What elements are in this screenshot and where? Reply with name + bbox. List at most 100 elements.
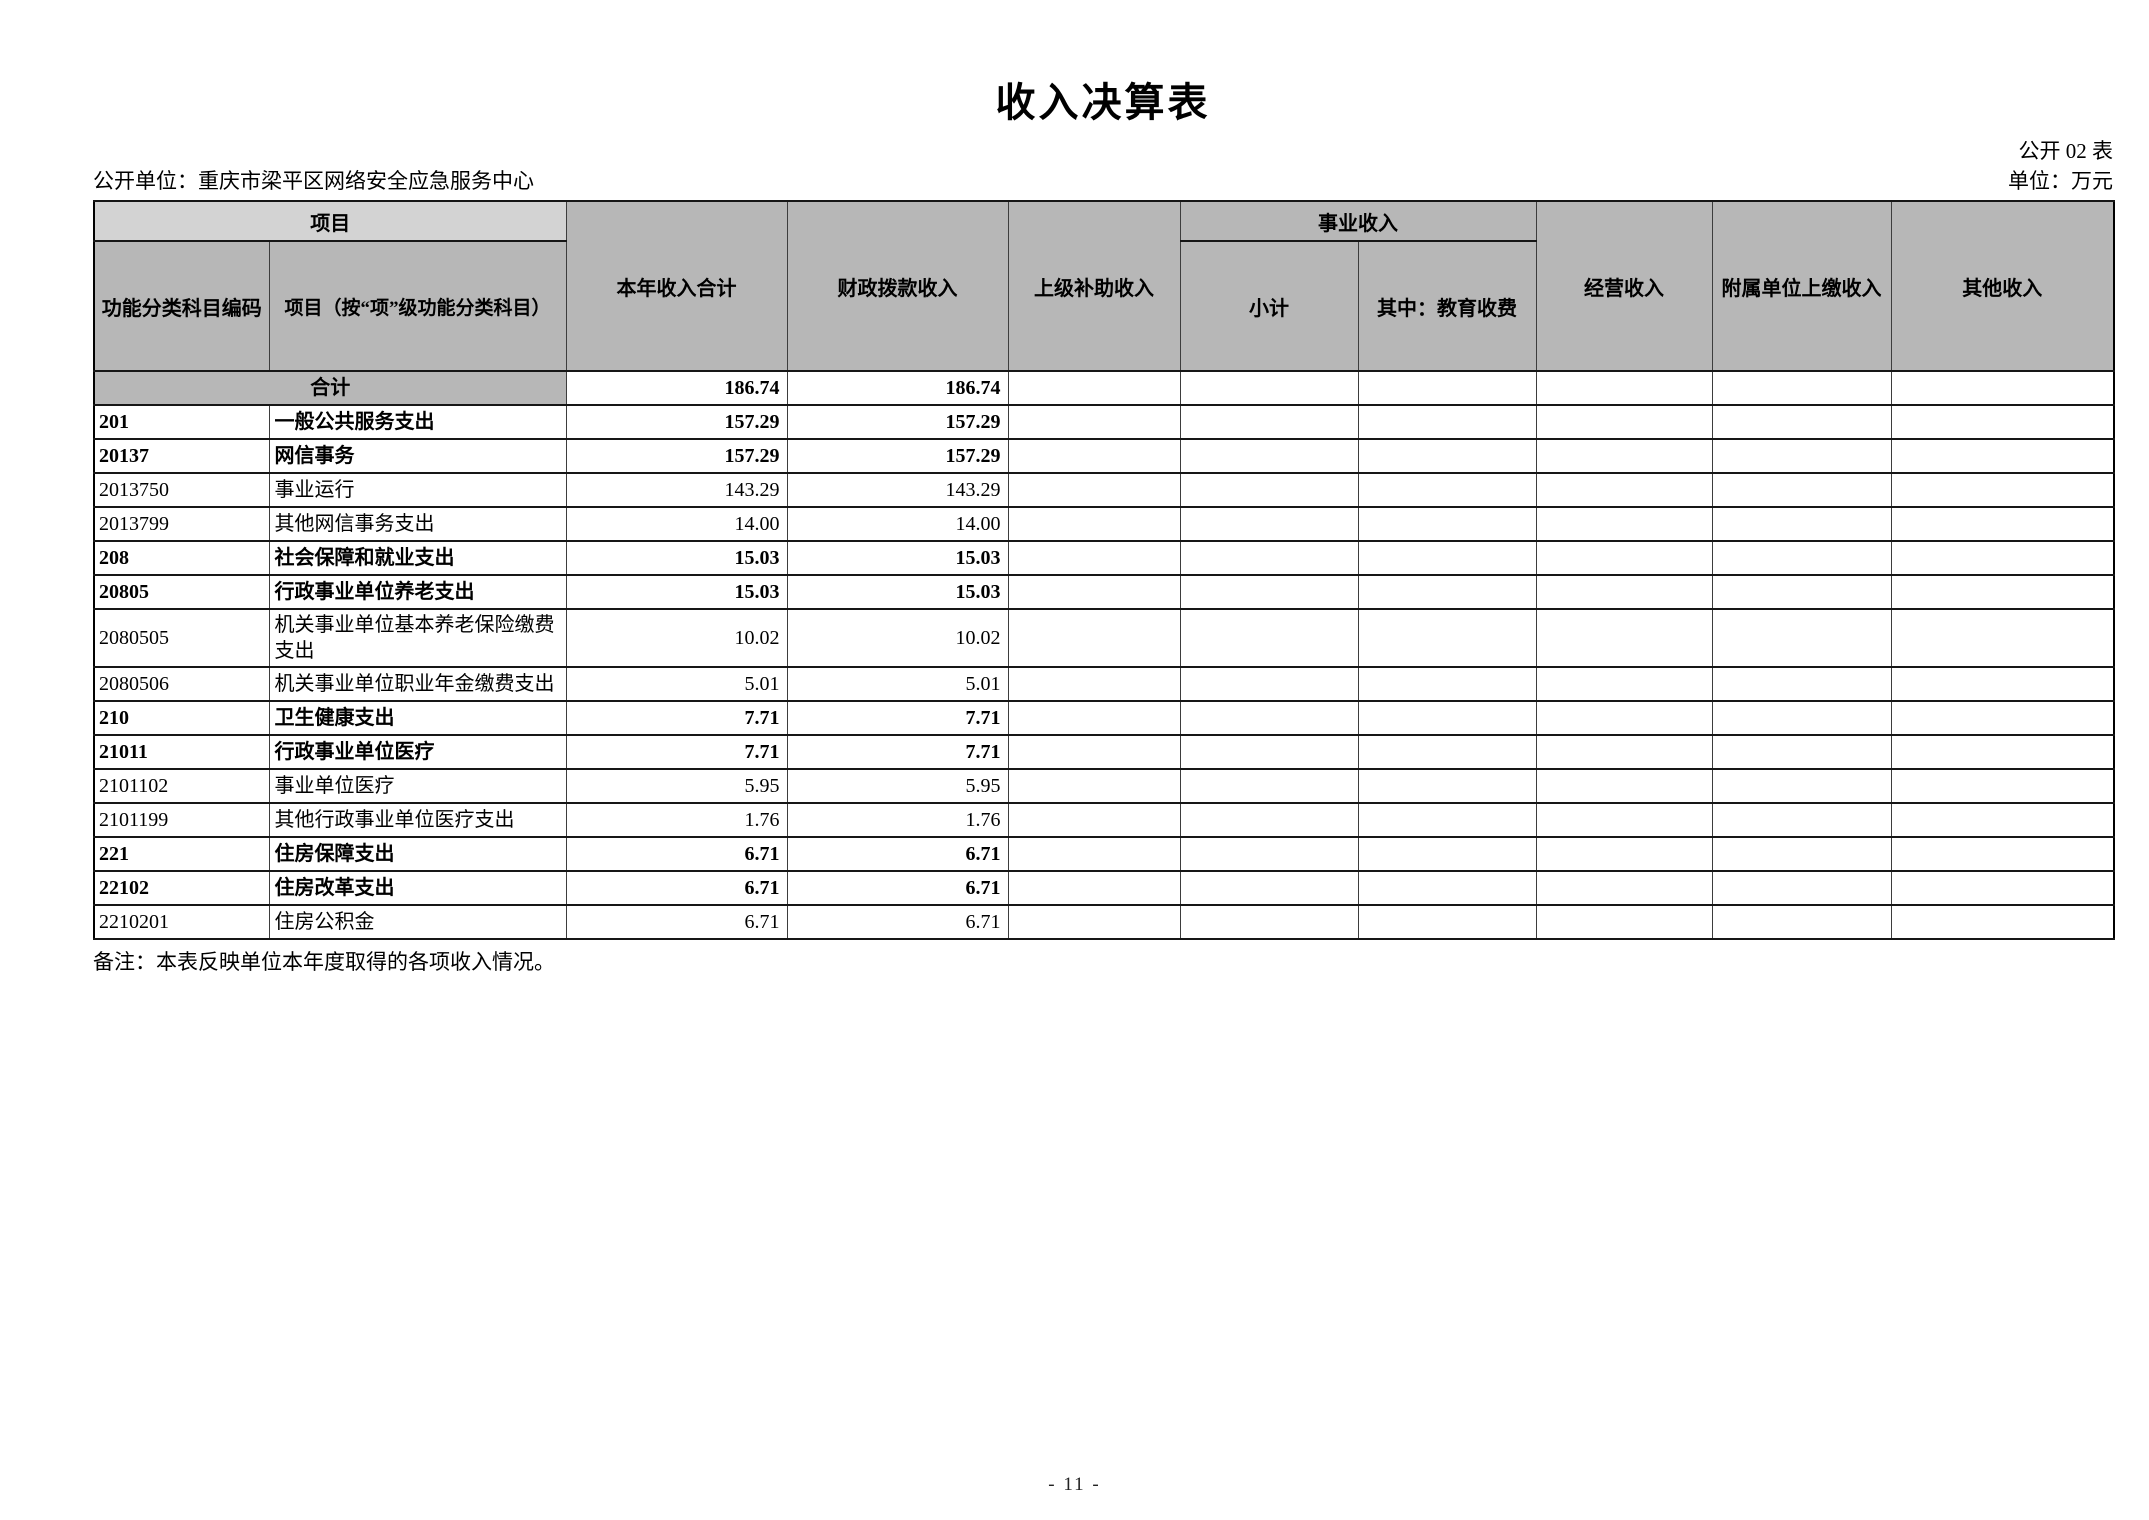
cell-value: 5.01 [565,666,788,702]
cell-value [1890,836,2115,872]
table-row: 21011 行政事业单位医疗 7.71 7.71 [93,734,2115,770]
table-header: 项目 本年收入合计 财政拨款收入 上级补助收入 事业收入 经营收入 附属单位上缴… [93,200,2115,372]
cell-value [1711,472,1892,508]
cell-value [1179,700,1359,736]
page-title: 收入决算表 [995,80,1211,125]
table-row: 2080506 机关事业单位职业年金缴费支出 5.01 5.01 [93,666,2115,702]
cell-value: 5.01 [786,666,1009,702]
header-total-income: 本年收入合计 [565,200,788,372]
cell-value: 10.02 [786,608,1009,668]
table-row: 2013750 事业运行 143.29 143.29 [93,472,2115,508]
cell-value [1357,666,1537,702]
cell-function-code: 2013799 [93,506,270,542]
cell-value [1535,574,1713,610]
cell-value [1535,768,1713,804]
cell-value [1007,608,1181,668]
cell-value: 15.03 [786,540,1009,576]
total-row-value [1357,370,1537,406]
cell-value [1890,540,2115,576]
cell-value: 1.76 [786,802,1009,838]
table-row: 210 卫生健康支出 7.71 7.71 [93,700,2115,736]
cell-value: 15.03 [565,574,788,610]
cell-value [1179,574,1359,610]
table-row: 2080505 机关事业单位基本养老保险缴费支出 10.02 10.02 [93,608,2115,668]
cell-value [1711,666,1892,702]
table-row: 221 住房保障支出 6.71 6.71 [93,836,2115,872]
cell-value [1711,540,1892,576]
cell-value [1711,802,1892,838]
cell-value [1890,870,2115,906]
income-final-accounts-table: 项目 本年收入合计 财政拨款收入 上级补助收入 事业收入 经营收入 附属单位上缴… [93,200,2115,940]
cell-value [1711,506,1892,542]
cell-value: 1.76 [565,802,788,838]
cell-project-name: 住房改革支出 [268,870,567,906]
cell-value [1357,438,1537,474]
cell-value [1179,472,1359,508]
cell-value [1179,438,1359,474]
total-row-value [1711,370,1892,406]
cell-value [1711,836,1892,872]
cell-value [1007,700,1181,736]
table-row: 2101199 其他行政事业单位医疗支出 1.76 1.76 [93,802,2115,838]
cell-value [1711,768,1892,804]
cell-value [1357,540,1537,576]
unit-label: 单位：万元 [2008,169,2113,193]
header-other-income: 其他收入 [1890,200,2115,372]
cell-function-code: 201 [93,404,270,440]
cell-value [1357,802,1537,838]
cell-value [1535,540,1713,576]
table-row: 201 一般公共服务支出 157.29 157.29 [93,404,2115,440]
cell-project-name: 机关事业单位基本养老保险缴费支出 [268,608,567,668]
cell-value [1007,836,1181,872]
form-code-label: 公开 02 表 [2018,139,2114,163]
total-row-value [1007,370,1181,406]
cell-value [1179,608,1359,668]
cell-value [1007,802,1181,838]
cell-value [1007,540,1181,576]
cell-value: 6.71 [565,904,788,940]
cell-value: 143.29 [786,472,1009,508]
total-row-value [1535,370,1713,406]
cell-value [1711,870,1892,906]
cell-value [1007,438,1181,474]
cell-value [1890,768,2115,804]
cell-value [1535,506,1713,542]
cell-value [1357,574,1537,610]
cell-value [1535,836,1713,872]
cell-function-code: 2013750 [93,472,270,508]
cell-value [1535,734,1713,770]
table-row: 20137 网信事务 157.29 157.29 [93,438,2115,474]
header-business-subtotal: 小计 [1179,240,1359,372]
cell-value: 7.71 [565,700,788,736]
cell-value [1711,904,1892,940]
cell-value [1179,506,1359,542]
cell-value [1890,574,2115,610]
cell-function-code: 20137 [93,438,270,474]
cell-function-code: 210 [93,700,270,736]
header-row-sub: 功能分类科目编码 项目（按“项”级功能分类科目） 小计 其中：教育收费 [93,240,2114,372]
cell-project-name: 机关事业单位职业年金缴费支出 [268,666,567,702]
cell-project-name: 社会保障和就业支出 [268,540,567,576]
total-row-value [1179,370,1359,406]
cell-value [1007,574,1181,610]
cell-value [1357,700,1537,736]
cell-function-code: 21011 [93,734,270,770]
cell-value [1711,700,1892,736]
page-number: - 11 - [1048,1474,1101,1495]
cell-value [1711,608,1892,668]
cell-value [1535,700,1713,736]
cell-value: 5.95 [565,768,788,804]
table-row: 208 社会保障和就业支出 15.03 15.03 [93,540,2115,576]
table-row: 20805 行政事业单位养老支出 15.03 15.03 [93,574,2115,610]
cell-value [1357,836,1537,872]
cell-function-code: 208 [93,540,270,576]
cell-value [1357,768,1537,804]
cell-value [1357,608,1537,668]
cell-value [1179,540,1359,576]
cell-value [1179,404,1359,440]
cell-value [1179,836,1359,872]
cell-value: 157.29 [565,438,788,474]
cell-value [1357,904,1537,940]
cell-function-code: 2080506 [93,666,270,702]
cell-value [1007,404,1181,440]
